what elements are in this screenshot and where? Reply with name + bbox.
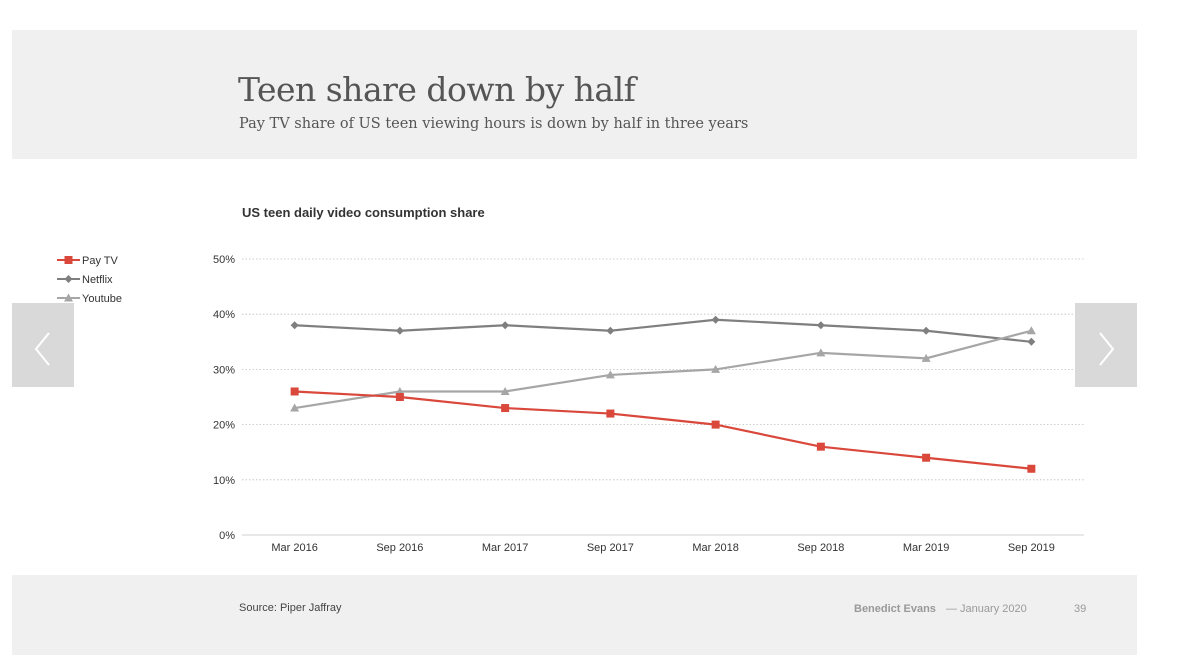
legend-label: Netflix bbox=[82, 274, 113, 286]
legend-item-pay-tv: Pay TV bbox=[57, 255, 119, 267]
chevron-right-icon bbox=[1099, 332, 1115, 366]
data-point-youtube bbox=[921, 353, 931, 362]
series-netflix bbox=[290, 315, 1036, 346]
data-point-netflix bbox=[711, 315, 720, 324]
legend-item-netflix: Netflix bbox=[57, 274, 113, 286]
slide-subtitle: Pay TV share of US teen viewing hours is… bbox=[239, 116, 749, 132]
data-point-netflix bbox=[816, 321, 825, 330]
legend-marker bbox=[64, 256, 73, 264]
data-point-pay-tv bbox=[395, 393, 404, 401]
legend-label: Pay TV bbox=[82, 255, 119, 267]
x-tick-label: Sep 2018 bbox=[797, 542, 844, 554]
data-point-youtube bbox=[290, 403, 300, 412]
source-note: Source: Piper Jaffray bbox=[239, 602, 342, 614]
data-point-pay-tv bbox=[922, 453, 931, 462]
data-point-pay-tv bbox=[606, 409, 615, 418]
author-name: Benedict Evans bbox=[854, 603, 936, 615]
data-point-netflix bbox=[1027, 337, 1036, 346]
series-youtube bbox=[290, 326, 1036, 412]
y-tick-label: 30% bbox=[213, 364, 235, 376]
slide-footer bbox=[12, 575, 1137, 655]
y-tick-label: 20% bbox=[213, 420, 235, 432]
grid-lines bbox=[242, 258, 1084, 536]
data-point-pay-tv bbox=[290, 387, 299, 396]
y-tick-label: 0% bbox=[219, 530, 235, 542]
data-point-youtube bbox=[711, 364, 721, 373]
data-point-youtube bbox=[605, 370, 615, 379]
chart-title: US teen daily video consumption share bbox=[242, 205, 485, 220]
x-tick-label: Sep 2019 bbox=[1008, 542, 1055, 554]
series-line-pay-tv bbox=[294, 390, 1032, 470]
data-point-youtube bbox=[816, 348, 826, 357]
slide-date: — January 2020 bbox=[946, 603, 1027, 615]
y-tick-label: 40% bbox=[213, 309, 235, 321]
data-point-youtube bbox=[500, 386, 510, 395]
data-point-netflix bbox=[395, 326, 404, 335]
slide-title: Teen share down by half bbox=[238, 70, 636, 109]
series-line-youtube bbox=[294, 329, 1032, 410]
data-point-pay-tv bbox=[1027, 464, 1036, 473]
data-point-pay-tv bbox=[816, 442, 825, 451]
x-tick-label: Sep 2017 bbox=[587, 542, 634, 554]
data-point-youtube bbox=[395, 386, 405, 395]
data-point-netflix bbox=[290, 321, 299, 330]
data-point-pay-tv bbox=[501, 404, 510, 413]
legend: Pay TV Netflix Youtube bbox=[57, 255, 122, 305]
data-point-netflix bbox=[606, 326, 615, 335]
page-number: 39 bbox=[1074, 603, 1087, 615]
y-axis-ticks: 0% 10% 20% 30% 40% 50% bbox=[213, 254, 235, 542]
series-pay-tv bbox=[290, 387, 1036, 473]
legend-marker bbox=[64, 293, 73, 302]
slide-header bbox=[12, 30, 1137, 159]
series-lines bbox=[290, 315, 1036, 473]
data-point-netflix bbox=[501, 321, 510, 330]
x-tick-label: Sep 2016 bbox=[376, 542, 423, 554]
legend-label: Youtube bbox=[82, 293, 122, 305]
legend-marker bbox=[64, 275, 73, 283]
x-tick-label: Mar 2018 bbox=[692, 542, 738, 554]
data-point-pay-tv bbox=[711, 420, 720, 429]
series-line-netflix bbox=[294, 318, 1032, 343]
legend-item-youtube: Youtube bbox=[57, 293, 122, 305]
x-axis-ticks: Mar 2016 Sep 2016 Mar 2017 Sep 2017 Mar 2018… bbox=[271, 542, 1055, 554]
x-tick-label: Mar 2016 bbox=[271, 542, 317, 554]
y-tick-label: 50% bbox=[213, 254, 235, 266]
x-tick-label: Mar 2019 bbox=[903, 542, 949, 554]
previous-slide-button[interactable] bbox=[12, 303, 74, 387]
y-tick-label: 10% bbox=[213, 475, 235, 487]
chevron-left-icon bbox=[34, 332, 50, 366]
data-point-youtube bbox=[1026, 326, 1036, 335]
x-tick-label: Mar 2017 bbox=[482, 542, 528, 554]
next-slide-button[interactable] bbox=[1075, 303, 1137, 387]
data-point-netflix bbox=[922, 326, 931, 335]
